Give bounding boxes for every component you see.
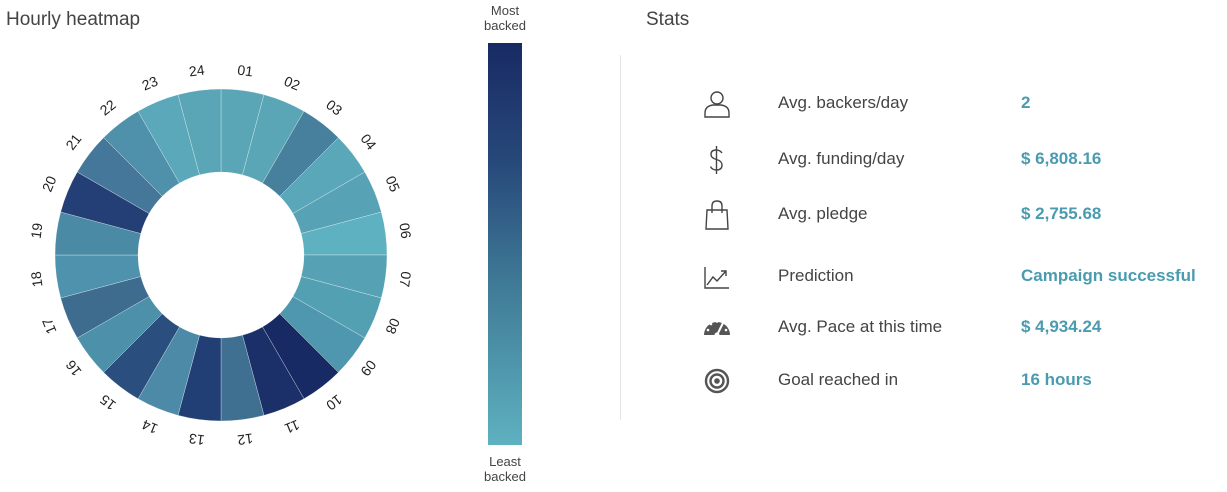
stat-row-pledge: Avg. pledge $ 2,755.68 (690, 198, 1220, 232)
speedometer-icon (704, 320, 730, 338)
hour-label-22: 22 (97, 96, 119, 118)
target-icon (704, 368, 730, 394)
heatmap-title: Hourly heatmap (6, 9, 141, 30)
stat-value: $ 6,808.16 (1021, 149, 1102, 168)
hour-label-12: 12 (236, 430, 254, 448)
legend-gradient-bar (488, 43, 522, 445)
hour-label-24: 24 (188, 62, 206, 80)
hour-label-11: 11 (282, 417, 302, 437)
stat-row-prediction: Prediction Campaign successful (690, 260, 1220, 294)
hour-label-15: 15 (97, 391, 119, 413)
user-icon (704, 91, 730, 118)
shopping-bag-icon (705, 200, 729, 230)
hour-label-05: 05 (382, 174, 403, 195)
stat-label: Avg. backers/day (778, 93, 909, 112)
stat-value: 16 hours (1021, 370, 1092, 389)
hour-label-04: 04 (357, 131, 379, 153)
dollar-icon (709, 146, 723, 174)
heatmap-segment-24[interactable] (177, 88, 222, 176)
hour-label-03: 03 (323, 96, 345, 118)
stat-label: Goal reached in (778, 370, 899, 389)
stat-value: $ 2,755.68 (1021, 204, 1102, 223)
stat-label: Prediction (778, 266, 854, 285)
hour-label-07: 07 (396, 271, 414, 289)
hour-label-16: 16 (62, 357, 84, 379)
legend-most-line1: Most (490, 3, 520, 18)
hour-label-17: 17 (39, 316, 60, 337)
stat-label: Avg. pledge (778, 204, 868, 223)
stats-title: Stats (646, 9, 690, 30)
stat-value: $ 4,934.24 (1021, 317, 1102, 336)
hour-label-14: 14 (139, 416, 160, 437)
hour-label-06: 06 (396, 222, 414, 240)
legend-least-line1: Least (489, 454, 521, 469)
hour-label-19: 19 (28, 222, 46, 240)
hour-label-01: 01 (237, 62, 255, 80)
hour-label-10: 10 (323, 391, 345, 413)
divider (620, 55, 621, 420)
legend-most-line2: backed (484, 18, 526, 33)
hour-label-21: 21 (62, 131, 84, 153)
stat-value: Campaign successful (1021, 266, 1196, 285)
stat-row-backers: Avg. backers/day 2 (690, 87, 1220, 121)
hour-label-09: 09 (357, 357, 379, 379)
stat-row-funding: Avg. funding/day $ 6,808.16 (690, 143, 1220, 177)
trend-chart-icon (704, 267, 729, 289)
legend-most-backed-label: Most backed (475, 3, 535, 33)
stat-value: 2 (1021, 93, 1031, 112)
hour-label-02: 02 (282, 73, 303, 94)
hour-label-13: 13 (188, 430, 206, 448)
legend-least-line2: backed (484, 469, 526, 484)
hour-label-18: 18 (28, 270, 46, 288)
legend-least-backed-label: Least backed (475, 454, 535, 484)
hour-label-23: 23 (140, 73, 161, 94)
stat-row-goal: Goal reached in 16 hours (690, 364, 1220, 398)
stat-row-pace: Avg. Pace at this time $ 4,934.24 (690, 311, 1220, 345)
hour-label-08: 08 (382, 316, 403, 337)
stat-label: Avg. funding/day (778, 149, 905, 168)
hour-label-20: 20 (39, 173, 60, 194)
stat-label: Avg. Pace at this time (778, 317, 943, 336)
